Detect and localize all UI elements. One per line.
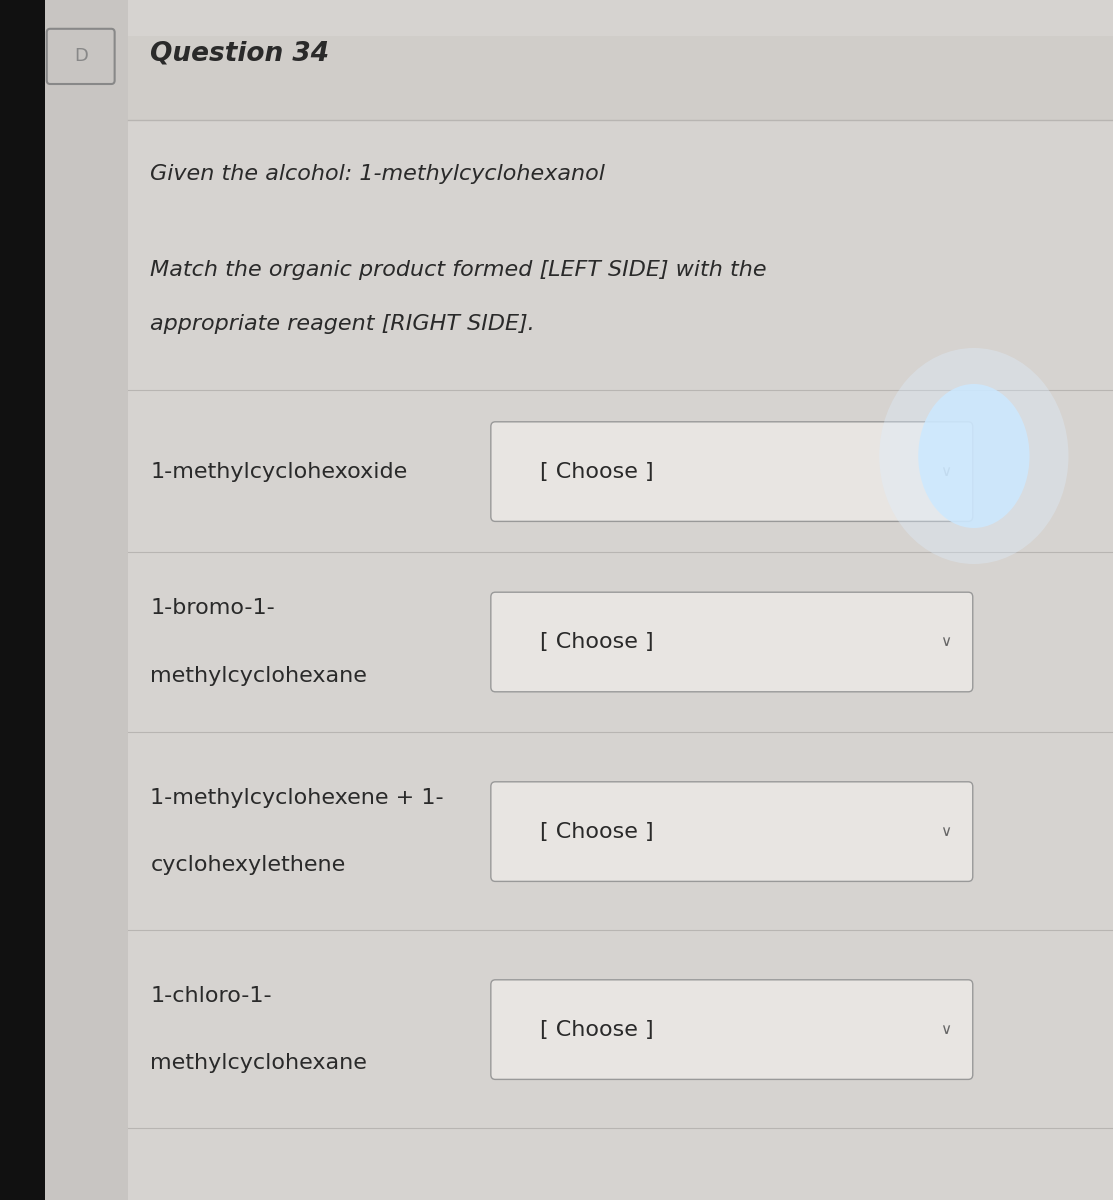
FancyBboxPatch shape [491,592,973,691]
Text: methylcyclohexane: methylcyclohexane [150,666,367,685]
Text: 1-chloro-1-: 1-chloro-1- [150,986,272,1006]
FancyBboxPatch shape [0,0,45,1200]
Text: ∨: ∨ [940,464,952,479]
Text: appropriate reagent [RIGHT SIDE].: appropriate reagent [RIGHT SIDE]. [150,314,535,334]
Text: methylcyclohexane: methylcyclohexane [150,1054,367,1073]
FancyBboxPatch shape [128,36,1113,120]
Text: 1-bromo-1-: 1-bromo-1- [150,599,275,618]
Ellipse shape [918,384,1030,528]
Text: ∨: ∨ [940,635,952,649]
Text: 1-methylcyclohexene + 1-: 1-methylcyclohexene + 1- [150,788,444,808]
Text: [ Choose ]: [ Choose ] [540,632,653,652]
FancyBboxPatch shape [128,552,1113,732]
Text: D: D [73,47,88,65]
Text: Given the alcohol: 1-methylcyclohexanol: Given the alcohol: 1-methylcyclohexanol [150,164,605,184]
Text: [ Choose ]: [ Choose ] [540,822,653,841]
Text: Question 34: Question 34 [150,41,329,67]
Ellipse shape [879,348,1068,564]
Text: 1-methylcyclohexoxide: 1-methylcyclohexoxide [150,462,407,481]
Text: Match the organic product formed [LEFT SIDE] with the: Match the organic product formed [LEFT S… [150,260,767,280]
Text: cyclohexylethene: cyclohexylethene [150,856,345,875]
Text: [ Choose ]: [ Choose ] [540,462,653,481]
FancyBboxPatch shape [128,732,1113,930]
Text: ∨: ∨ [940,1022,952,1037]
FancyBboxPatch shape [491,979,973,1080]
FancyBboxPatch shape [491,422,973,521]
FancyBboxPatch shape [491,782,973,881]
Text: [ Choose ]: [ Choose ] [540,1020,653,1039]
FancyBboxPatch shape [128,390,1113,552]
Text: ∨: ∨ [940,824,952,839]
FancyBboxPatch shape [128,930,1113,1128]
FancyBboxPatch shape [45,0,145,1200]
FancyBboxPatch shape [128,0,1113,1200]
